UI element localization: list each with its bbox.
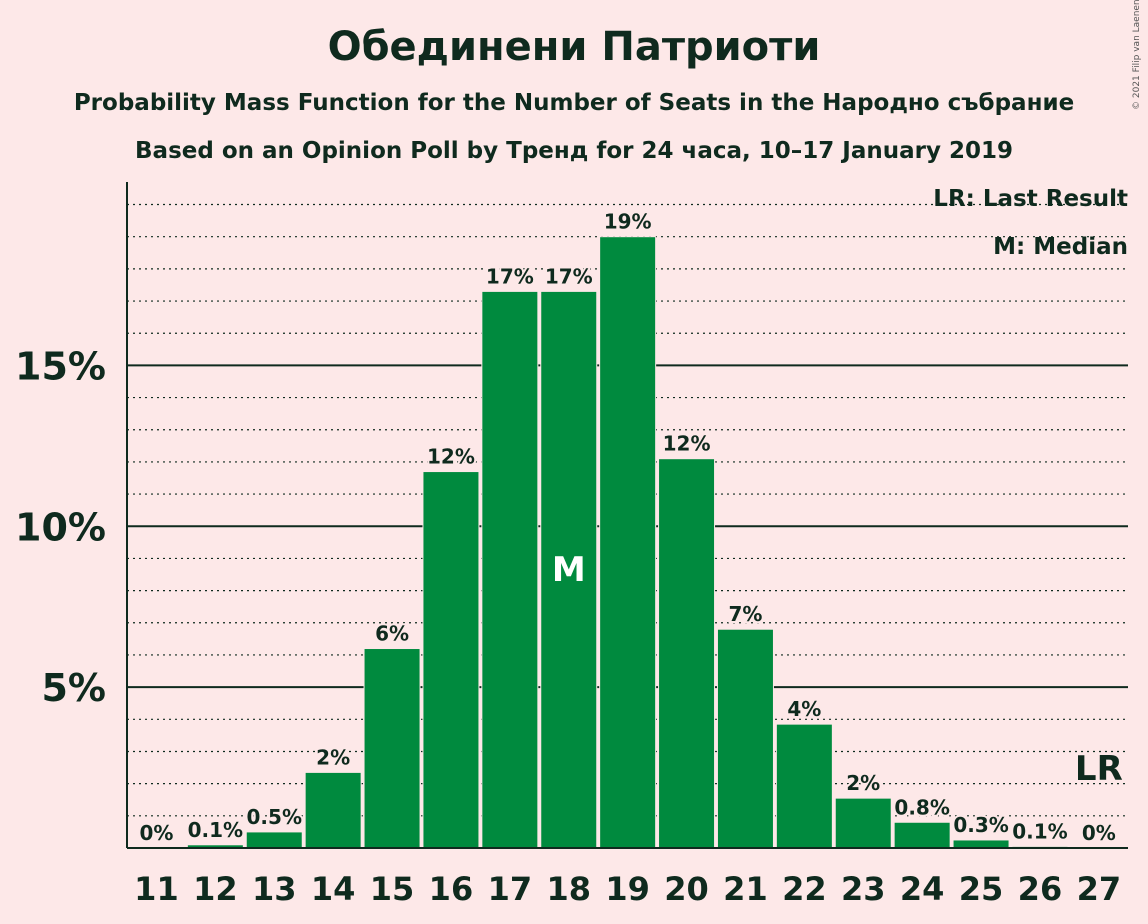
x-tick-label: 13: [252, 870, 297, 908]
y-tick-label: 10%: [15, 505, 106, 549]
chart-title: Обединени Патриоти: [327, 24, 821, 70]
bar: [481, 290, 539, 849]
bar: [540, 290, 598, 849]
x-tick-label: 18: [546, 870, 591, 908]
bar: [893, 821, 951, 849]
y-tick-label: 15%: [15, 344, 106, 388]
data-label: 2%: [316, 745, 350, 769]
bar: [363, 648, 421, 849]
last-result-marker: LR: [1075, 749, 1123, 789]
x-tick-label: 25: [959, 870, 1004, 908]
x-tick-label: 12: [193, 870, 238, 908]
data-label: 17%: [545, 264, 593, 288]
x-tick-label: 17: [488, 870, 533, 908]
bar: [245, 831, 303, 849]
data-label: 0%: [1082, 821, 1116, 845]
x-tick-label: 27: [1077, 870, 1122, 908]
bar: [422, 471, 480, 849]
chart-source-line: Based on an Opinion Poll by Тренд for 24…: [135, 138, 1013, 164]
x-tick-label: 26: [1018, 870, 1063, 908]
data-label: 0.8%: [894, 795, 949, 819]
median-marker: M: [552, 550, 586, 590]
x-tick-label: 22: [782, 870, 827, 908]
x-tick-label: 19: [605, 870, 650, 908]
bar: [658, 458, 716, 849]
x-tick-label: 23: [841, 870, 886, 908]
data-label: 2%: [846, 771, 880, 795]
data-label: 0%: [139, 821, 173, 845]
data-label: 7%: [728, 602, 762, 626]
legend-median: M: Median: [993, 234, 1128, 260]
data-label: 12%: [663, 432, 711, 456]
data-label: 19%: [604, 210, 652, 234]
y-tick-label: 5%: [41, 666, 106, 710]
data-label: 4%: [787, 697, 821, 721]
bar: [834, 797, 892, 849]
data-label: 12%: [427, 445, 475, 469]
bar: [304, 771, 362, 849]
data-label: 0.5%: [247, 805, 302, 829]
data-label: 6%: [375, 622, 409, 646]
bar: [775, 723, 833, 849]
bar: [599, 236, 657, 849]
x-tick-label: 20: [664, 870, 709, 908]
x-tick-label: 15: [370, 870, 415, 908]
x-tick-label: 14: [311, 870, 356, 908]
x-tick-label: 24: [900, 870, 945, 908]
bar: [952, 839, 1010, 849]
data-label: 0.1%: [188, 818, 243, 842]
data-label: 0.3%: [953, 813, 1008, 837]
bar: [716, 628, 774, 849]
x-tick-label: 16: [429, 870, 474, 908]
x-tick-label: 11: [134, 870, 179, 908]
data-label: 17%: [486, 264, 534, 288]
chart-subtitle: Probability Mass Function for the Number…: [73, 90, 1075, 116]
data-label: 0.1%: [1012, 819, 1067, 843]
legend-last-result: LR: Last Result: [933, 186, 1128, 212]
x-tick-label: 21: [723, 870, 768, 908]
